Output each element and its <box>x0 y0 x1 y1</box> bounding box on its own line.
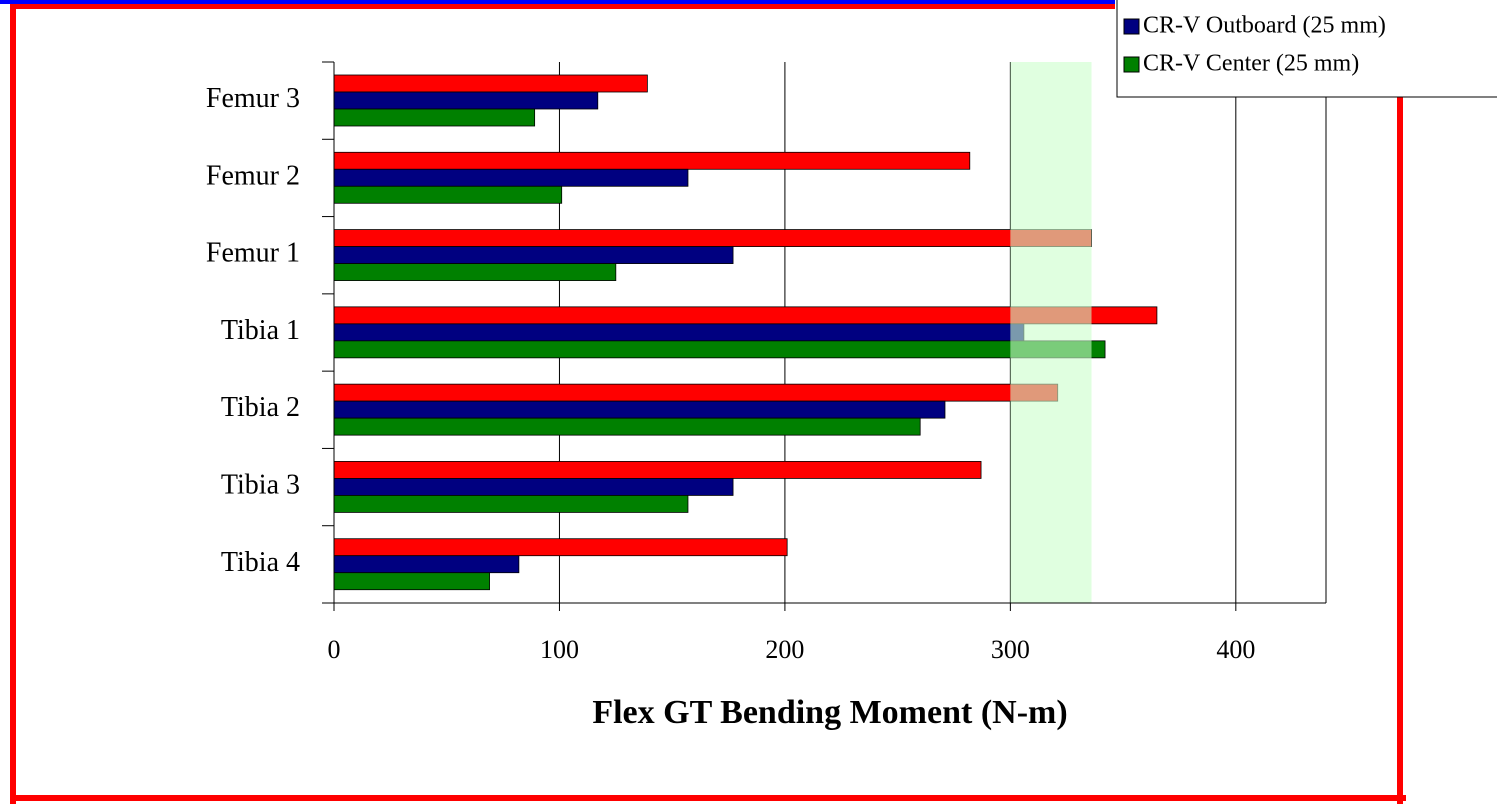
bar <box>333 74 648 93</box>
bar <box>333 572 490 591</box>
bar <box>333 151 971 170</box>
frame-left <box>10 4 16 804</box>
x-tick-label: 0 <box>328 635 341 664</box>
x-tick-label: 300 <box>991 635 1030 664</box>
legend-label: CR-V Outboard (25 mm) <box>1143 13 1386 39</box>
bar <box>333 461 982 479</box>
legend-swatch <box>1123 56 1140 73</box>
bar <box>333 246 734 264</box>
bar <box>333 383 1059 402</box>
x-tick-label: 100 <box>540 635 579 664</box>
legend-box <box>1116 0 1497 98</box>
frame-bottom <box>10 795 1406 801</box>
x-axis-title: Flex GT Bending Moment (N-m) <box>592 694 1067 731</box>
bar <box>333 478 734 496</box>
y-tick-label: Tibia 3 <box>221 469 300 500</box>
bar <box>333 340 1106 359</box>
x-tick-label: 400 <box>1216 635 1255 664</box>
bar <box>333 91 599 110</box>
highlight-band <box>1010 62 1092 603</box>
y-tick-label: Femur 2 <box>206 160 300 191</box>
y-tick-label: Femur 1 <box>206 238 300 269</box>
bar <box>333 400 946 419</box>
legend-swatch <box>1123 18 1140 35</box>
legend-label: CR-V Center (25 mm) <box>1143 51 1359 77</box>
frame-top-blue <box>0 0 1115 4</box>
y-tick-label: Tibia 2 <box>221 392 300 423</box>
bar <box>333 495 689 513</box>
y-tick-label: Tibia 4 <box>221 547 300 578</box>
frame-right <box>1397 97 1403 804</box>
bar <box>333 323 1025 342</box>
bar <box>333 185 563 204</box>
bar <box>333 263 617 281</box>
bar <box>333 168 689 187</box>
frame-top <box>10 4 1115 9</box>
bar <box>333 108 536 127</box>
bar <box>333 555 520 574</box>
x-tick-label: 200 <box>765 635 804 664</box>
bar <box>333 417 921 436</box>
y-tick-label: Femur 3 <box>206 83 300 114</box>
bar <box>333 229 1092 247</box>
bar <box>333 538 788 557</box>
y-tick-label: Tibia 1 <box>221 315 300 346</box>
